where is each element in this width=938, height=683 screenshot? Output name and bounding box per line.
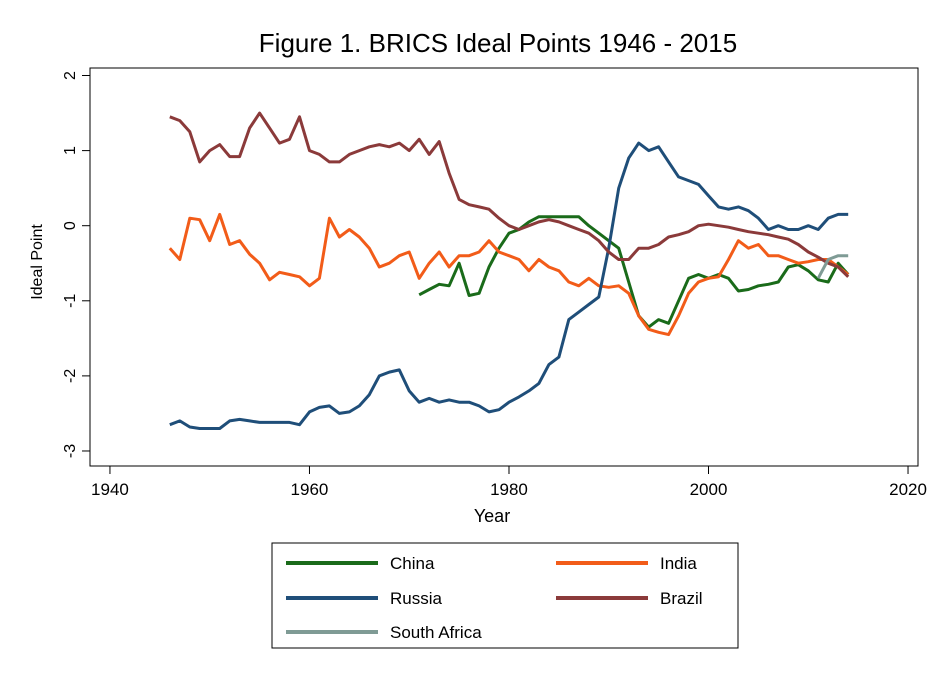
y-tick-label: -2 <box>62 369 79 383</box>
x-axis: 1940 1960 1980 2000 2020 <box>91 466 927 499</box>
legend-label-china: China <box>390 554 435 573</box>
legend-label-south-africa: South Africa <box>390 623 482 642</box>
y-tick-label: 2 <box>62 71 79 80</box>
x-tick-label: 1960 <box>291 480 329 499</box>
x-tick-label: 1980 <box>490 480 528 499</box>
y-tick-label: -3 <box>62 444 79 458</box>
x-tick-label: 2020 <box>889 480 927 499</box>
series-lines <box>168 111 850 430</box>
legend-label-india: India <box>660 554 697 573</box>
y-axis: -3 -2 -1 0 1 2 <box>62 71 90 458</box>
x-axis-label: Year <box>474 506 510 526</box>
series-line-brazil <box>169 111 850 278</box>
series-line-south-africa <box>816 254 849 280</box>
x-tick-label: 2000 <box>690 480 728 499</box>
series-line-china <box>418 215 850 329</box>
x-tick-label: 1940 <box>91 480 129 499</box>
y-tick-label: 0 <box>62 221 79 230</box>
y-tick-label: -1 <box>62 294 79 308</box>
plot-area <box>89 67 919 467</box>
legend-label-russia: Russia <box>390 589 443 608</box>
series-line-russia <box>169 141 849 430</box>
chart-title: Figure 1. BRICS Ideal Points 1946 - 2015 <box>259 28 737 58</box>
series-line-india <box>168 212 850 337</box>
y-tick-label: 1 <box>62 146 79 155</box>
legend-label-brazil: Brazil <box>660 589 703 608</box>
legend-items: China India Russia Brazil South Africa <box>286 554 703 642</box>
y-axis-label: Ideal Point <box>29 224 46 300</box>
